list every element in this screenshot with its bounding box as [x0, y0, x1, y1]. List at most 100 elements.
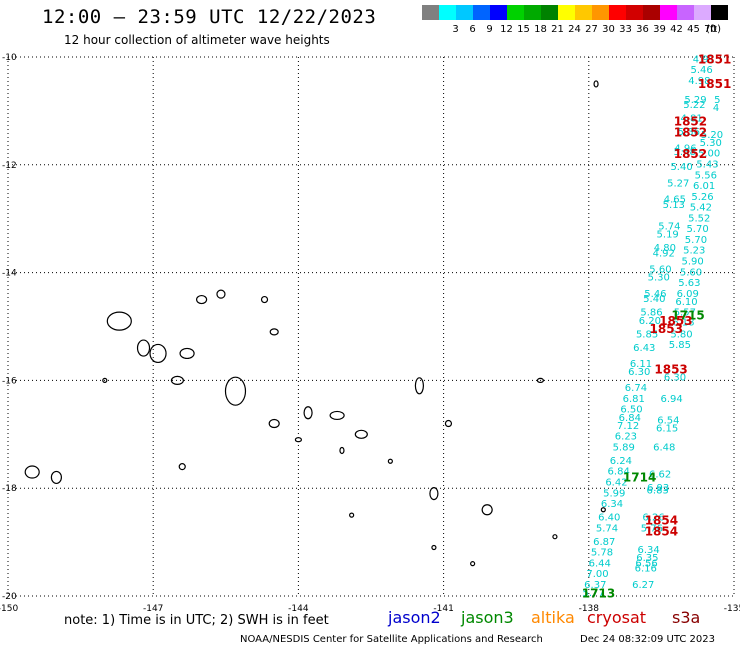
legend-label: 33 [619, 24, 632, 35]
island-outline [50, 470, 63, 485]
island-outline [429, 486, 439, 501]
swh-value-track-a: 6.11 [630, 359, 652, 370]
swh-value-track-b: 5.63 [678, 278, 700, 289]
swh-value-track-b: 5.20 [701, 130, 723, 141]
swh-value-track-a: 6.42 [605, 478, 627, 489]
swh-value-track-b: 5.30 [700, 138, 722, 149]
legend-label: 36 [636, 24, 649, 35]
swh-value-track-a: 5.46 [644, 289, 666, 300]
island-outline [149, 343, 167, 364]
swh-value-track-a: 4.65 [664, 195, 686, 206]
pass-time-label: 1853 [654, 363, 687, 377]
swh-value-track-a: 5.48 [674, 147, 696, 158]
island-outline [431, 544, 437, 551]
legend-swatch [592, 5, 609, 20]
lat-tick-label: -20 [2, 592, 17, 602]
swh-value-track-b: 6.62 [649, 469, 671, 480]
swh-value-track-a: 6.84 [608, 467, 630, 478]
island-outline [552, 534, 558, 540]
legend-swatch [456, 5, 473, 20]
island-outline [294, 437, 302, 443]
lat-tick-label: -18 [2, 484, 17, 494]
swh-value-track-b: 5.70 [685, 235, 707, 246]
swh-value-track-b: 5 [714, 95, 720, 106]
island-outline [600, 507, 606, 513]
lon-tick-label: -141 [433, 604, 453, 614]
swh-value-track-b: 6.35 [636, 553, 658, 564]
satellite-name-jason3: jason3 [461, 608, 514, 627]
lon-tick-label: -144 [288, 604, 309, 614]
swh-value-track-b: 6.15 [656, 424, 678, 435]
swh-value-track-a: 5.13 [663, 200, 685, 211]
island-outline [339, 446, 345, 455]
swh-value-track-b: 6.56 [635, 558, 657, 569]
swh-value-track-b: 6.01 [693, 181, 715, 192]
island-outline [349, 512, 355, 518]
legend-label: 18 [534, 24, 547, 35]
swh-value-track-b: 5.43 [696, 159, 718, 170]
swh-value-track-b: 6.16 [635, 564, 657, 575]
pass-time-label: 1713 [582, 586, 615, 600]
swh-value-track-a: 6.30 [628, 367, 650, 378]
island-outline [354, 429, 368, 439]
swh-value-track-a: 7.00 [586, 569, 608, 580]
island-outline [444, 419, 453, 428]
swh-value-track-a: 5.77 [583, 588, 605, 599]
island-outline [481, 504, 493, 516]
swh-value-track-a: 4.98 [688, 76, 710, 87]
swh-value-track-a: 6.50 [620, 405, 642, 416]
legend-label: 45 [687, 24, 700, 35]
swh-value-track-a: 5.19 [657, 230, 679, 241]
swh-value-track-a: 7.12 [617, 421, 639, 432]
legend-swatch [558, 5, 575, 20]
island-outline [136, 339, 151, 357]
lat-tick-label: -16 [2, 376, 17, 386]
swh-value-track-b: 5.57 [674, 308, 696, 319]
legend-swatch [609, 5, 626, 20]
legend-swatch [711, 5, 728, 20]
swh-value-track-a: 5.60 [649, 265, 671, 276]
legend-label: 6 [469, 24, 476, 35]
pass-time-label: 1852 [674, 115, 707, 129]
legend-swatch [473, 5, 490, 20]
island-outline [170, 375, 184, 385]
satellite-name-s3a: s3a [672, 608, 701, 627]
swh-value-track-a: 4.96 [674, 143, 696, 154]
swh-value-track-a: 4.92 [653, 248, 675, 259]
pass-time-label: 1853 [659, 314, 692, 328]
swh-value-track-b: 6.48 [653, 442, 675, 453]
footer-note: note: 1) Time is in UTC; 2) SWH is in fe… [64, 613, 329, 628]
swh-value-track-a: 6.24 [610, 456, 632, 467]
swh-value-track-b: 5.76 [641, 523, 663, 534]
pass-time-label: 1852 [674, 125, 707, 139]
satellite-name-cryosat: cryosat [587, 608, 647, 627]
legend-swatch [490, 5, 507, 20]
satellite-name-jason2: jason2 [388, 608, 441, 627]
swh-value-track-b: 6.30 [664, 372, 686, 383]
swh-value-track-b: 6.10 [675, 297, 697, 308]
island-outline [24, 465, 40, 479]
swh-value-track-b: 6.94 [661, 394, 683, 405]
pass-time-label: 1852 [674, 147, 707, 161]
lon-tick-label: -147 [143, 604, 163, 614]
island-outline [179, 347, 195, 360]
island-outline [470, 561, 476, 567]
legend-swatch [643, 5, 660, 20]
legend-swatch [524, 5, 541, 20]
swh-value-track-b: 5.90 [682, 257, 704, 268]
swh-value-track-a: 5.22 [683, 100, 705, 111]
swh-value-track-a: 4.81 [680, 114, 702, 125]
swh-value-track-b: 5.56 [695, 170, 717, 181]
swh-value-track-a: 4.80 [654, 243, 676, 254]
pass-time-label: 1854 [645, 514, 678, 528]
swh-value-track-a: 5.30 [648, 273, 670, 284]
swh-value-track-a: 6.84 [619, 413, 641, 424]
swh-value-track-a: 5.29 [684, 95, 706, 106]
island-outline [178, 463, 186, 471]
swh-value-track-b: 6.34 [637, 545, 659, 556]
lat-tick-label: -10 [2, 53, 17, 63]
legend-label: 21 [551, 24, 564, 35]
island-outline [269, 328, 279, 336]
lon-tick-label: -138 [579, 604, 600, 614]
legend-swatch [677, 5, 694, 20]
